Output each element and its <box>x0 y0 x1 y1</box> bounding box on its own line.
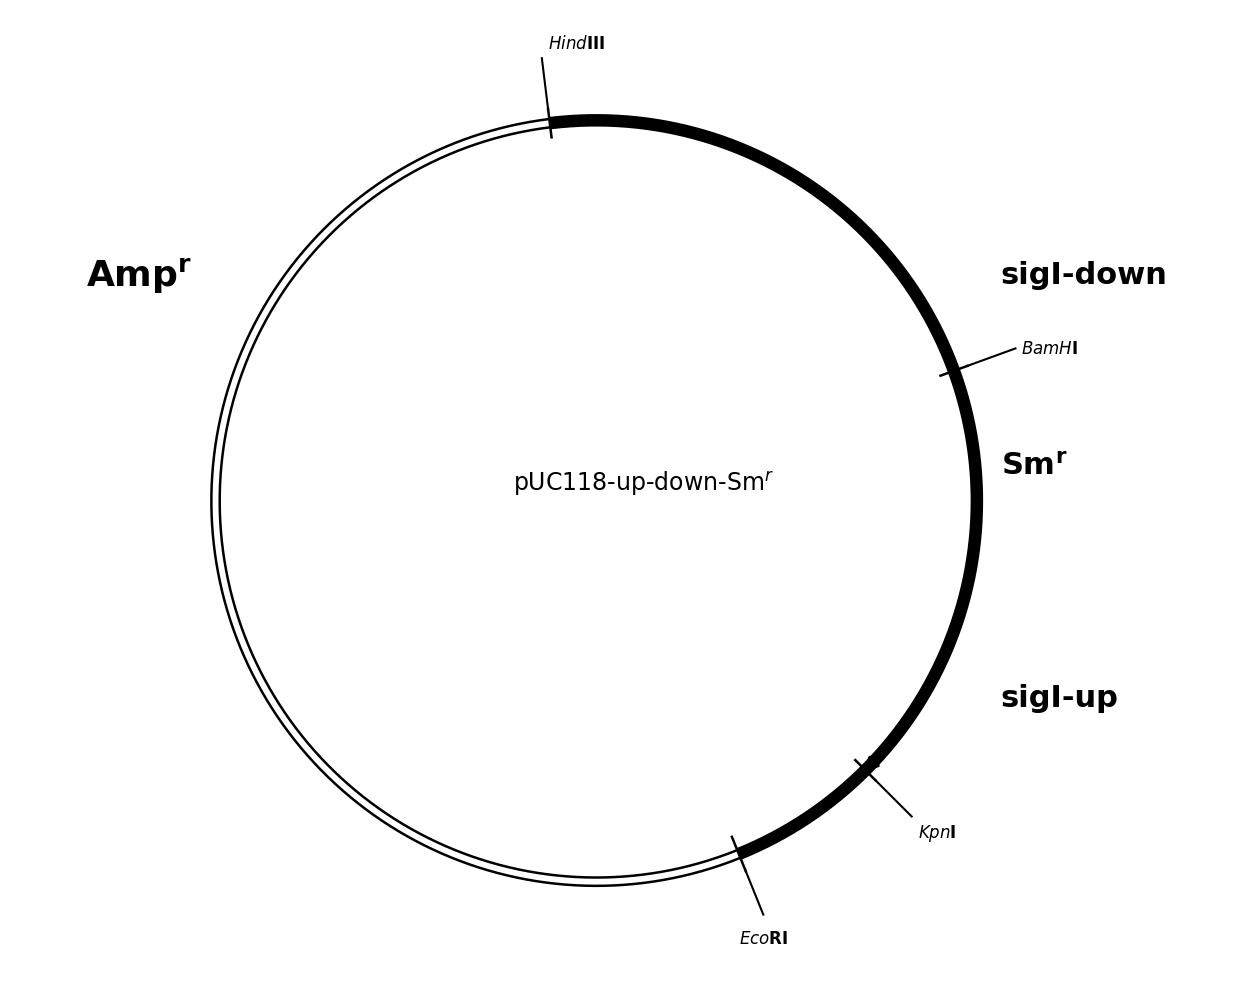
Text: sigI-up: sigI-up <box>1001 683 1118 712</box>
Text: $\it{BamH}$I: $\it{BamH}$I <box>1022 340 1079 358</box>
Text: Sm$\mathbf{^r}$: Sm$\mathbf{^r}$ <box>1001 451 1068 480</box>
Text: pUC118-up-down-Sm$^r$: pUC118-up-down-Sm$^r$ <box>513 469 774 498</box>
Text: $\it{Hind}$III: $\it{Hind}$III <box>548 35 605 53</box>
Text: $\it{Eco}$RI: $\it{Eco}$RI <box>739 929 787 947</box>
Text: sigI-down: sigI-down <box>1001 261 1168 290</box>
Text: $\it{Kpn}$I: $\it{Kpn}$I <box>918 822 956 844</box>
Text: Amp$\mathbf{^r}$: Amp$\mathbf{^r}$ <box>86 256 192 295</box>
